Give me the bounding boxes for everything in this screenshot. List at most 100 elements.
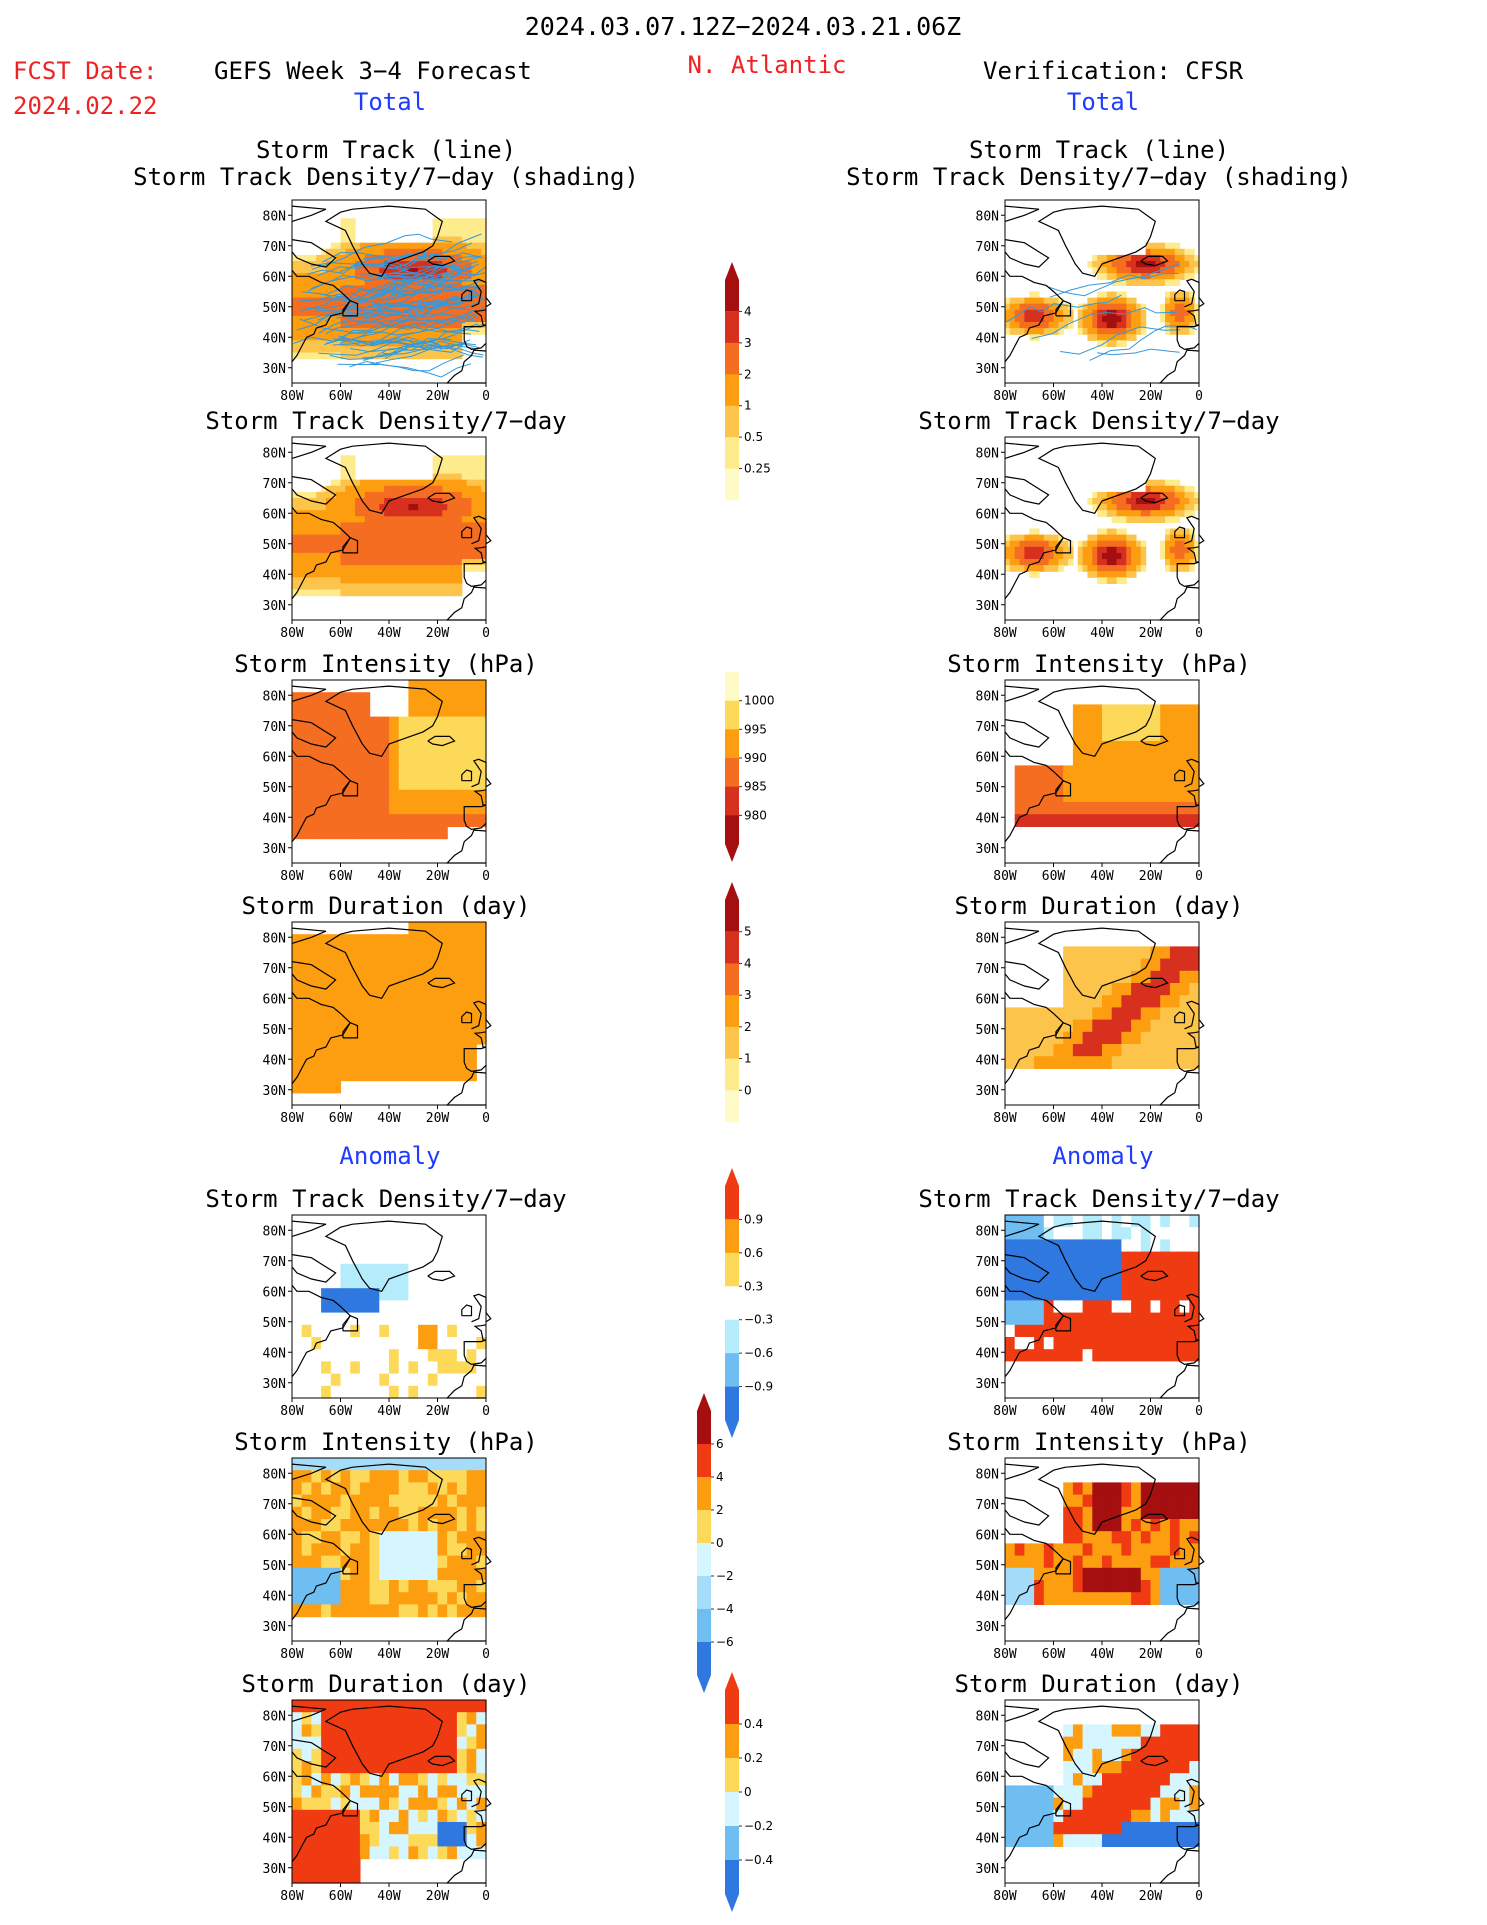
coastline (291, 1527, 351, 1621)
grid-cell (374, 522, 380, 530)
grid-cell (447, 1349, 458, 1362)
grid-cell (1102, 291, 1108, 299)
grid-cell (359, 1044, 371, 1057)
grid-cell (1189, 303, 1195, 311)
x-tick-label: 20W (1139, 389, 1163, 404)
grid-cell (301, 1785, 312, 1799)
grid-cell (427, 583, 434, 591)
grid-cell (301, 728, 312, 742)
grid-cell (456, 1604, 468, 1618)
grid-cell (301, 1068, 312, 1082)
grid-cell (1058, 552, 1064, 560)
grid-cell (296, 522, 303, 530)
x-tick-label: 60W (1042, 389, 1066, 404)
grid-cell (1184, 315, 1190, 323)
grid-cell (398, 1785, 409, 1799)
coastline (291, 1497, 337, 1526)
grid-cell (374, 346, 380, 354)
grid-cell (311, 765, 322, 779)
grid-cell (384, 552, 390, 560)
grid-cell (1082, 1580, 1093, 1593)
y-tick-label: 60N (976, 750, 999, 765)
grid-cell (1140, 765, 1152, 779)
coastline-ob_intensity (1004, 685, 1205, 864)
grid-cell (379, 1724, 390, 1738)
grid-cell (456, 328, 463, 335)
grid-cell (1169, 1263, 1181, 1277)
grid-cell (1111, 995, 1122, 1008)
grid-cell (481, 328, 487, 335)
grid-cell (369, 315, 376, 323)
grid-cell (1063, 1592, 1074, 1605)
grid-cell (379, 777, 390, 791)
map-panel-fc_intensity: 80W 60W 40W 20W 0 80N 70N 60N 50N 40N 30N (246, 668, 500, 891)
grid-cell (350, 504, 356, 511)
coastline (461, 1304, 473, 1317)
grid-cell (1106, 577, 1113, 584)
grid-cell (369, 946, 380, 960)
storm-track (350, 344, 451, 353)
grid-cell (1116, 534, 1122, 542)
grid-cell (1005, 1785, 1016, 1799)
grid-cell (398, 485, 405, 493)
grid-cell (345, 546, 351, 554)
grid-cell (408, 1470, 419, 1483)
grid-cell (1179, 273, 1186, 280)
grid-cell (427, 1700, 439, 1713)
grid-cell (418, 577, 424, 584)
grid-cell (481, 479, 487, 487)
grid-cell (452, 559, 458, 566)
storm-track (341, 309, 475, 346)
grid-cell (374, 565, 380, 572)
grid-cell (1102, 510, 1108, 517)
grid-cell (1111, 1007, 1122, 1021)
grid-cell (321, 552, 327, 560)
grid-cell (398, 741, 409, 754)
grid-cell (296, 577, 303, 584)
grid-cell (437, 1361, 448, 1375)
grid-cell (476, 1724, 487, 1738)
grid-cell (476, 461, 482, 469)
grid-cell (456, 1470, 468, 1483)
y-tick-label: 80N (263, 209, 286, 224)
grid-cell (1135, 303, 1142, 311)
grid-cell (1131, 1312, 1142, 1326)
grid-cell (466, 485, 473, 493)
grid-cell (1189, 1482, 1200, 1496)
grid-cell (1063, 1215, 1074, 1228)
grid-cell (1063, 1736, 1074, 1750)
grid-cell (1179, 528, 1186, 536)
y-tick-label: 40N (976, 811, 999, 826)
grid-cell (1165, 261, 1171, 268)
y-tick-label: 40N (263, 1589, 286, 1604)
grid-cell (1111, 1555, 1122, 1569)
grid-cell (384, 315, 390, 323)
grid-cell (316, 279, 322, 286)
grid-cell (447, 1834, 458, 1847)
grid-cell (359, 534, 366, 542)
grid-cell (427, 1031, 439, 1045)
grid-cell (1194, 491, 1200, 499)
grid-cell (427, 297, 434, 305)
grid-cell (466, 559, 473, 566)
grid-cell (379, 516, 385, 523)
grid-cell (364, 485, 371, 493)
grid-cell (355, 279, 361, 286)
grid-cell (330, 1700, 342, 1713)
grid-cell (427, 528, 434, 536)
grid-cell (1024, 565, 1030, 572)
grid-cell (1160, 504, 1166, 511)
grid-cell (456, 273, 463, 280)
grid-cell (398, 970, 409, 984)
grid-cell (321, 504, 327, 511)
grid-cell (340, 1822, 351, 1835)
grid-cell (325, 285, 332, 293)
grid-cell (1043, 315, 1050, 323)
storm-track (365, 266, 487, 293)
grid-cell (335, 510, 342, 517)
grid-cell (369, 1007, 380, 1021)
grid-cell (379, 789, 390, 803)
grid-cell (389, 479, 395, 487)
grid-cell (437, 1531, 448, 1544)
coastline (291, 1220, 327, 1237)
